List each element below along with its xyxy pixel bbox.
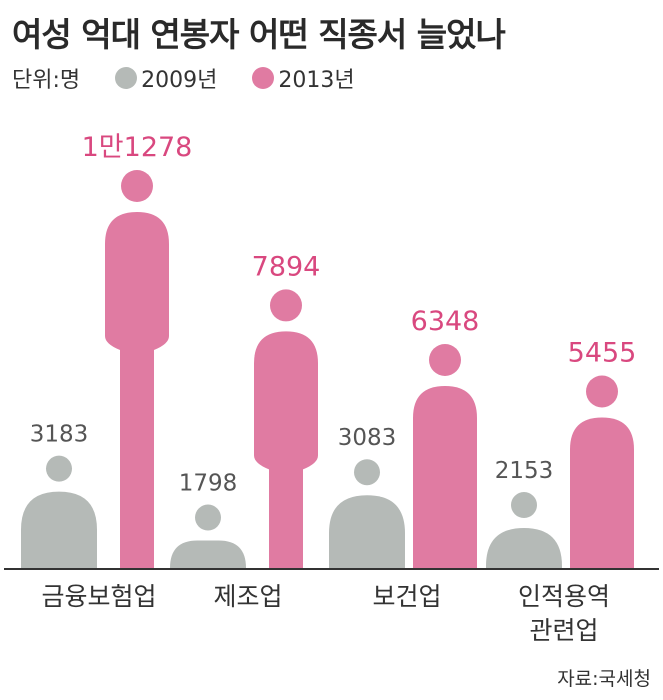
data-label-2013-3: 5455 [568, 337, 637, 368]
bar-2009-3-body [486, 528, 562, 568]
bar-2013-0-body [105, 212, 169, 568]
bar-2013-2-body [413, 385, 477, 568]
source-note: 자료:국세청 [557, 668, 651, 690]
data-label-2009-3: 2153 [495, 458, 554, 484]
bar-2013-1-head [270, 289, 302, 322]
data-label-2013-0: 1만1278 [82, 132, 193, 163]
data-label-2009-2: 3083 [338, 425, 397, 451]
bar-2013-0-head [121, 170, 153, 202]
legend-swatch-2013 [252, 67, 275, 89]
bar-2009-0-body [21, 491, 97, 568]
category-label-2: 보건업 [372, 582, 441, 611]
legend-label-2009: 2009년 [141, 68, 218, 93]
data-label-2013-2: 6348 [411, 306, 480, 337]
bar-2009-3-head [511, 492, 537, 519]
data-label-2009-1: 1798 [179, 471, 238, 497]
data-label-2009-0: 3183 [30, 422, 89, 448]
bar-2013-1-body [254, 331, 318, 568]
category-label-3-line2: 관련업 [529, 616, 598, 645]
bar-2013-3-head [586, 375, 618, 408]
data-label-2013-1: 7894 [252, 251, 321, 282]
bar-2009-0-head [46, 455, 72, 482]
bar-2009-2-body [329, 495, 405, 568]
bar-2009-1-head [195, 504, 221, 531]
bar-2013-2-head [429, 343, 461, 376]
unit-label: 단위:명 [12, 68, 81, 93]
category-label-0: 금융보험업 [41, 582, 156, 611]
chart-title: 여성 억대 연봉자 어떤 직종서 늘었나 [12, 15, 506, 54]
legend-swatch-2009 [115, 67, 138, 89]
bar-2009-1-body [170, 540, 246, 568]
legend-label-2013: 2013년 [278, 68, 355, 93]
bar-2013-3-body [570, 417, 634, 568]
category-label-1: 제조업 [213, 582, 282, 611]
bar-2009-2-head [354, 459, 380, 486]
category-label-3: 인적용역 [518, 582, 610, 611]
legend: 단위:명 2009년 2013년 [12, 62, 355, 94]
